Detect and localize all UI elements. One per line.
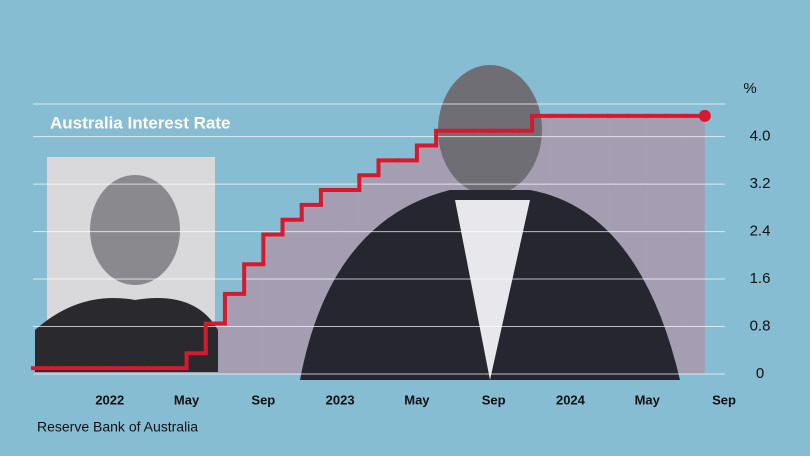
x-tick-label: Sep bbox=[251, 392, 275, 407]
y-tick-label: 1.6 bbox=[750, 270, 771, 287]
x-tick-label: 2023 bbox=[326, 392, 355, 407]
area bbox=[224, 293, 245, 374]
unit-label: % bbox=[743, 80, 756, 97]
area bbox=[263, 234, 283, 374]
photo-left-figure bbox=[35, 298, 218, 372]
area bbox=[685, 115, 705, 374]
source: Reserve Bank of Australia bbox=[37, 419, 198, 435]
y-tick-label: 4.0 bbox=[750, 128, 771, 145]
x-tick-label: May bbox=[635, 392, 661, 407]
area bbox=[282, 219, 302, 374]
y-tick-label: 0 bbox=[756, 365, 764, 382]
y-tick-label: 2.4 bbox=[750, 223, 771, 240]
end-dot bbox=[698, 109, 711, 122]
photo-right-shirt bbox=[455, 200, 530, 380]
photo-left-figure bbox=[90, 175, 180, 285]
y-tick-label: 3.2 bbox=[750, 175, 771, 192]
x-tick-label: 2024 bbox=[556, 392, 586, 407]
x-tick-label: Sep bbox=[482, 392, 506, 407]
y-tick-label: 0.8 bbox=[750, 317, 771, 334]
area bbox=[666, 115, 686, 374]
area bbox=[244, 264, 264, 374]
x-tick-label: Sep bbox=[712, 392, 736, 407]
x-tick-label: May bbox=[174, 392, 200, 407]
x-tick-label: May bbox=[404, 392, 430, 407]
chart-title: Australia Interest Rate bbox=[50, 113, 230, 132]
x-tick-label: 2022 bbox=[95, 392, 124, 407]
